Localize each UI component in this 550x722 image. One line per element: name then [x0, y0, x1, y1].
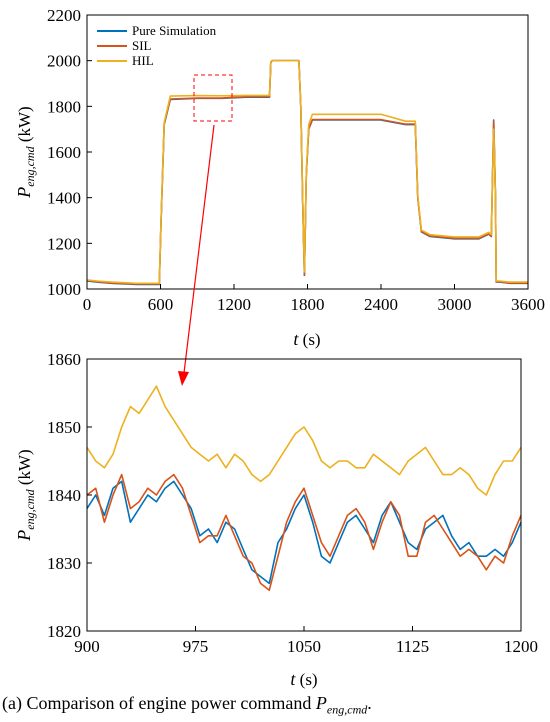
bottom-y-axis-unit: (kW) — [15, 449, 34, 489]
caption-label: (a) — [2, 693, 22, 713]
bottom-x-axis-label: t (s) — [290, 669, 317, 689]
bottom-y-axis-sub: eng,cmd — [23, 488, 37, 529]
bottom-chart-panel: 900 975 1050 1125 1200 1820 1830 1840 1850 1860 t… — [14, 350, 538, 689]
top-x-axis-unit: (s) — [298, 330, 320, 349]
top-x-tick-label: 0 — [83, 295, 92, 314]
figure-caption: (a) Comparison of engine power command P… — [2, 693, 548, 718]
top-y-tick-label: 1800 — [47, 97, 81, 116]
bottom-y-tick-label: 1840 — [47, 486, 81, 505]
legend-label-sil: SIL — [132, 38, 152, 53]
bottom-series-line-hil — [86, 385, 522, 496]
top-x-tick-label: 1800 — [291, 295, 325, 314]
bottom-chart-series-group — [86, 385, 522, 592]
bottom-y-tick-label: 1850 — [47, 418, 81, 437]
legend: Pure Simulation SIL HIL — [97, 23, 217, 68]
bottom-y-axis-label: Peng,cmd (kW) — [14, 449, 37, 541]
bottom-y-tick-label: 1820 — [47, 622, 81, 641]
top-series-line-sil — [86, 59, 528, 285]
top-x-tick-label: 2400 — [364, 295, 398, 314]
top-y-axis-unit: (kW) — [15, 106, 34, 146]
top-x-tick-label: 3000 — [438, 295, 472, 314]
zoom-arrow — [178, 124, 215, 386]
legend-label-hil: HIL — [132, 53, 154, 68]
caption-var: P — [315, 693, 327, 713]
bottom-series-line-sil — [86, 473, 522, 592]
top-chart-series-group — [86, 59, 528, 286]
bottom-y-axis-var: P — [14, 530, 34, 542]
top-y-tick-label: 1600 — [47, 143, 81, 162]
top-x-axis-label: t (s) — [293, 329, 320, 349]
top-chart-panel: 0 600 1200 1800 2400 3000 3600 1000 1200 1400 1600… — [14, 6, 545, 349]
top-x-tick-label: 3600 — [511, 295, 545, 314]
bottom-x-axis-unit: (s) — [295, 670, 317, 689]
top-y-tick-label: 1400 — [47, 189, 81, 208]
top-x-axis-var: t — [293, 329, 299, 349]
top-series-line-pure-simulation — [86, 59, 528, 286]
top-y-tick-label: 1000 — [47, 280, 81, 299]
top-y-axis-label: Peng,cmd (kW) — [14, 106, 37, 198]
bottom-y-tick-label: 1830 — [47, 554, 81, 573]
top-series-line-hil — [86, 59, 528, 285]
top-x-tick-label: 600 — [148, 295, 174, 314]
legend-label-pure-simulation: Pure Simulation — [132, 23, 217, 38]
caption-tail: . — [367, 693, 372, 713]
bottom-x-tick-label: 900 — [74, 637, 100, 656]
top-y-tick-label: 2200 — [47, 6, 81, 25]
bottom-x-tick-label: 975 — [183, 637, 209, 656]
top-x-tick-label: 1200 — [217, 295, 251, 314]
bottom-x-axis-var: t — [290, 669, 296, 689]
bottom-x-tick-label: 1125 — [396, 637, 429, 656]
caption-sub: eng,cmd — [326, 702, 368, 717]
top-y-axis-sub: eng,cmd — [23, 145, 37, 186]
top-y-axis-var: P — [14, 187, 34, 199]
top-y-tick-label: 1200 — [47, 234, 81, 253]
bottom-series-line-pure-simulation — [86, 480, 522, 585]
caption-text: Comparison of engine power command — [21, 693, 316, 713]
bottom-x-tick-label: 1050 — [287, 637, 321, 656]
top-y-tick-label: 2000 — [47, 52, 81, 71]
bottom-y-tick-label: 1860 — [47, 350, 81, 369]
bottom-x-tick-label: 1200 — [504, 637, 538, 656]
